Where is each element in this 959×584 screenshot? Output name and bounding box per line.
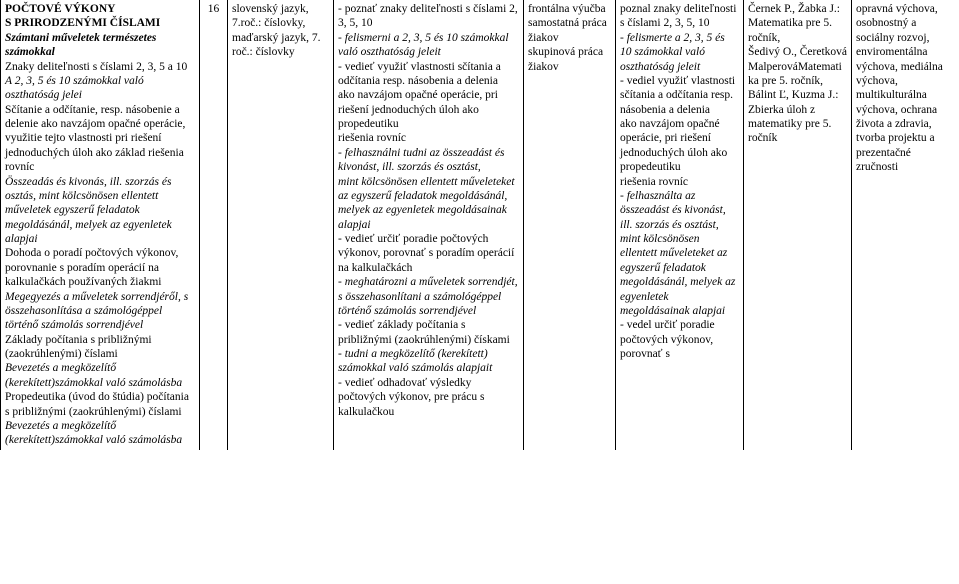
curriculum-table: POČTOVÉ VÝKONYS PRIRODZENÝMI ČÍSLAMISzám… [0, 0, 959, 450]
text-line: - vedieť určiť poradie počtových výkonov… [338, 232, 519, 275]
text-line: opravná výchova, osobnostný a sociálny r… [856, 2, 955, 175]
table-row: POČTOVÉ VÝKONYS PRIRODZENÝMI ČÍSLAMISzám… [1, 0, 959, 450]
text-line: samostatná práca žiakov [528, 16, 611, 45]
text-line: ako navzájom opačné operácie, pri riešen… [620, 117, 739, 175]
text-line: - poznať znaky deliteľnosti s číslami 2,… [338, 2, 519, 31]
text-line: - vedieť odhadovať výsledky počtových vý… [338, 376, 519, 419]
text-line: Propedeutika (úvod do štúdia) počítania … [5, 390, 195, 419]
cell-methods: frontálna výučbasamostatná práca žiakovs… [524, 0, 616, 450]
cell-hours: 16 [200, 0, 228, 450]
text-line: poznal znaky deliteľnosti s číslami 2, 3… [620, 2, 739, 31]
text-line: - felhasználni tudni az összeadást és ki… [338, 146, 519, 175]
text-line: Znaky deliteľnosti s číslami 2, 3, 5 a 1… [5, 60, 195, 74]
cell-resources: Černek P., Žabka J.: Matematika pre 5. r… [744, 0, 852, 450]
text-line: POČTOVÉ VÝKONY [5, 2, 195, 16]
text-line: Összeadás és kivonás, ill. szorzás és os… [5, 175, 195, 247]
text-line: - tudni a megközelítő (kerekített) számo… [338, 347, 519, 376]
text-line: frontálna výučba [528, 2, 611, 16]
text-line: - vedieť základy počítania s približnými… [338, 318, 519, 347]
text-line: - felismerni a 2, 3, 5 és 10 számokkal v… [338, 31, 519, 60]
text-line: skupinová práca žiakov [528, 45, 611, 74]
text-line: Základy počítania s približnými (zaokrúh… [5, 333, 195, 362]
text-line: riešenia rovníc [620, 175, 739, 189]
text-line: A 2, 3, 5 és 10 számokkal való oszthatós… [5, 74, 195, 103]
text-line: slovenský jazyk, 7.roč.: číslovky, maďar… [232, 2, 329, 60]
cell-cross: slovenský jazyk, 7.roč.: číslovky, maďar… [228, 0, 334, 450]
cell-objectives: - poznať znaky deliteľnosti s číslami 2,… [334, 0, 524, 450]
text-line: - vedieť využiť vlastnosti sčítania a od… [338, 60, 519, 89]
text-line: - vediel využiť vlastnosti sčítania a od… [620, 74, 739, 117]
text-line: mint kölcsönösen ellentett műveleteket a… [338, 175, 519, 233]
text-line: Sčítanie a odčítanie, resp. násobenie a … [5, 103, 195, 175]
text-line: - meghatározni a műveletek sorrendjét, s… [338, 275, 519, 318]
text-line: Černek P., Žabka J.: Matematika pre 5. r… [748, 2, 847, 45]
cell-topic: POČTOVÉ VÝKONYS PRIRODZENÝMI ČÍSLAMISzám… [1, 0, 200, 450]
text-line: - felismerte a 2, 3, 5 és 10 számokkal v… [620, 31, 739, 74]
text-line: - felhasználta az összeadást és kivonást… [620, 189, 739, 232]
text-line: mint kölcsönösen ellentett műveleteket a… [620, 232, 739, 318]
text-line: Šedivý O., Čeretková MalperováMatematika… [748, 45, 847, 146]
text-line: - vedel určiť poradie počtových výkonov,… [620, 318, 739, 361]
cell-outcomes: poznal znaky deliteľnosti s číslami 2, 3… [616, 0, 744, 450]
text-line: riešenia rovníc [338, 131, 519, 145]
text-line: S PRIRODZENÝMI ČÍSLAMI [5, 16, 195, 30]
text-line: Dohoda o poradí počtových výkonov, porov… [5, 246, 195, 289]
text-line: ako navzájom opačné operácie, pri riešen… [338, 88, 519, 131]
text-line: Számtani műveletek természetes számokkal [5, 31, 195, 60]
text-line: Bevezetés a megközelítő (kerekített)szám… [5, 361, 195, 390]
text-line: Megegyezés a műveletek sorrendjéről, s ö… [5, 290, 195, 333]
text-line: Bevezetés a megközelítő (kerekített)szám… [5, 419, 195, 448]
cell-competences: opravná výchova, osobnostný a sociálny r… [852, 0, 959, 450]
